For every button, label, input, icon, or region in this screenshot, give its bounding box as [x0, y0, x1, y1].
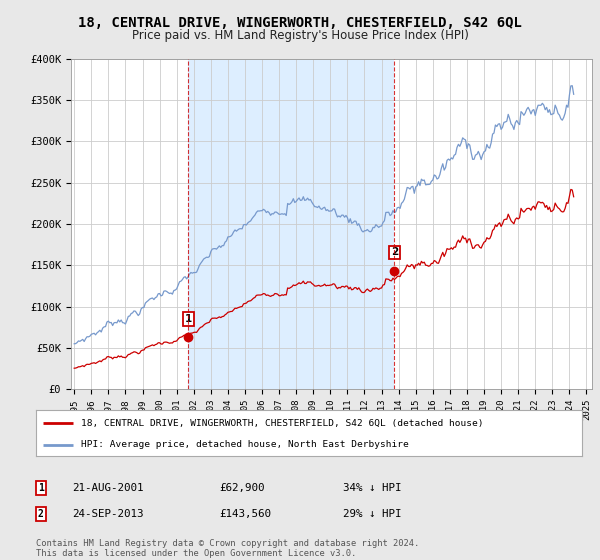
Text: 1: 1 [38, 483, 44, 493]
Text: 2: 2 [38, 509, 44, 519]
Text: 1: 1 [184, 314, 191, 324]
Text: £143,560: £143,560 [219, 509, 271, 519]
Bar [188, 59, 394, 389]
Text: 2: 2 [391, 248, 398, 258]
Text: 21-AUG-2001: 21-AUG-2001 [72, 483, 143, 493]
Text: Price paid vs. HM Land Registry's House Price Index (HPI): Price paid vs. HM Land Registry's House … [131, 29, 469, 42]
Text: 18, CENTRAL DRIVE, WINGERWORTH, CHESTERFIELD, S42 6QL (detached house): 18, CENTRAL DRIVE, WINGERWORTH, CHESTERF… [81, 419, 483, 428]
Text: Contains HM Land Registry data © Crown copyright and database right 2024.
This d: Contains HM Land Registry data © Crown c… [36, 539, 419, 558]
Text: 24-SEP-2013: 24-SEP-2013 [72, 509, 143, 519]
Text: 29% ↓ HPI: 29% ↓ HPI [343, 509, 402, 519]
Text: £62,900: £62,900 [219, 483, 265, 493]
Text: 18, CENTRAL DRIVE, WINGERWORTH, CHESTERFIELD, S42 6QL: 18, CENTRAL DRIVE, WINGERWORTH, CHESTERF… [78, 16, 522, 30]
Text: 34% ↓ HPI: 34% ↓ HPI [343, 483, 402, 493]
Text: HPI: Average price, detached house, North East Derbyshire: HPI: Average price, detached house, Nort… [81, 440, 409, 450]
